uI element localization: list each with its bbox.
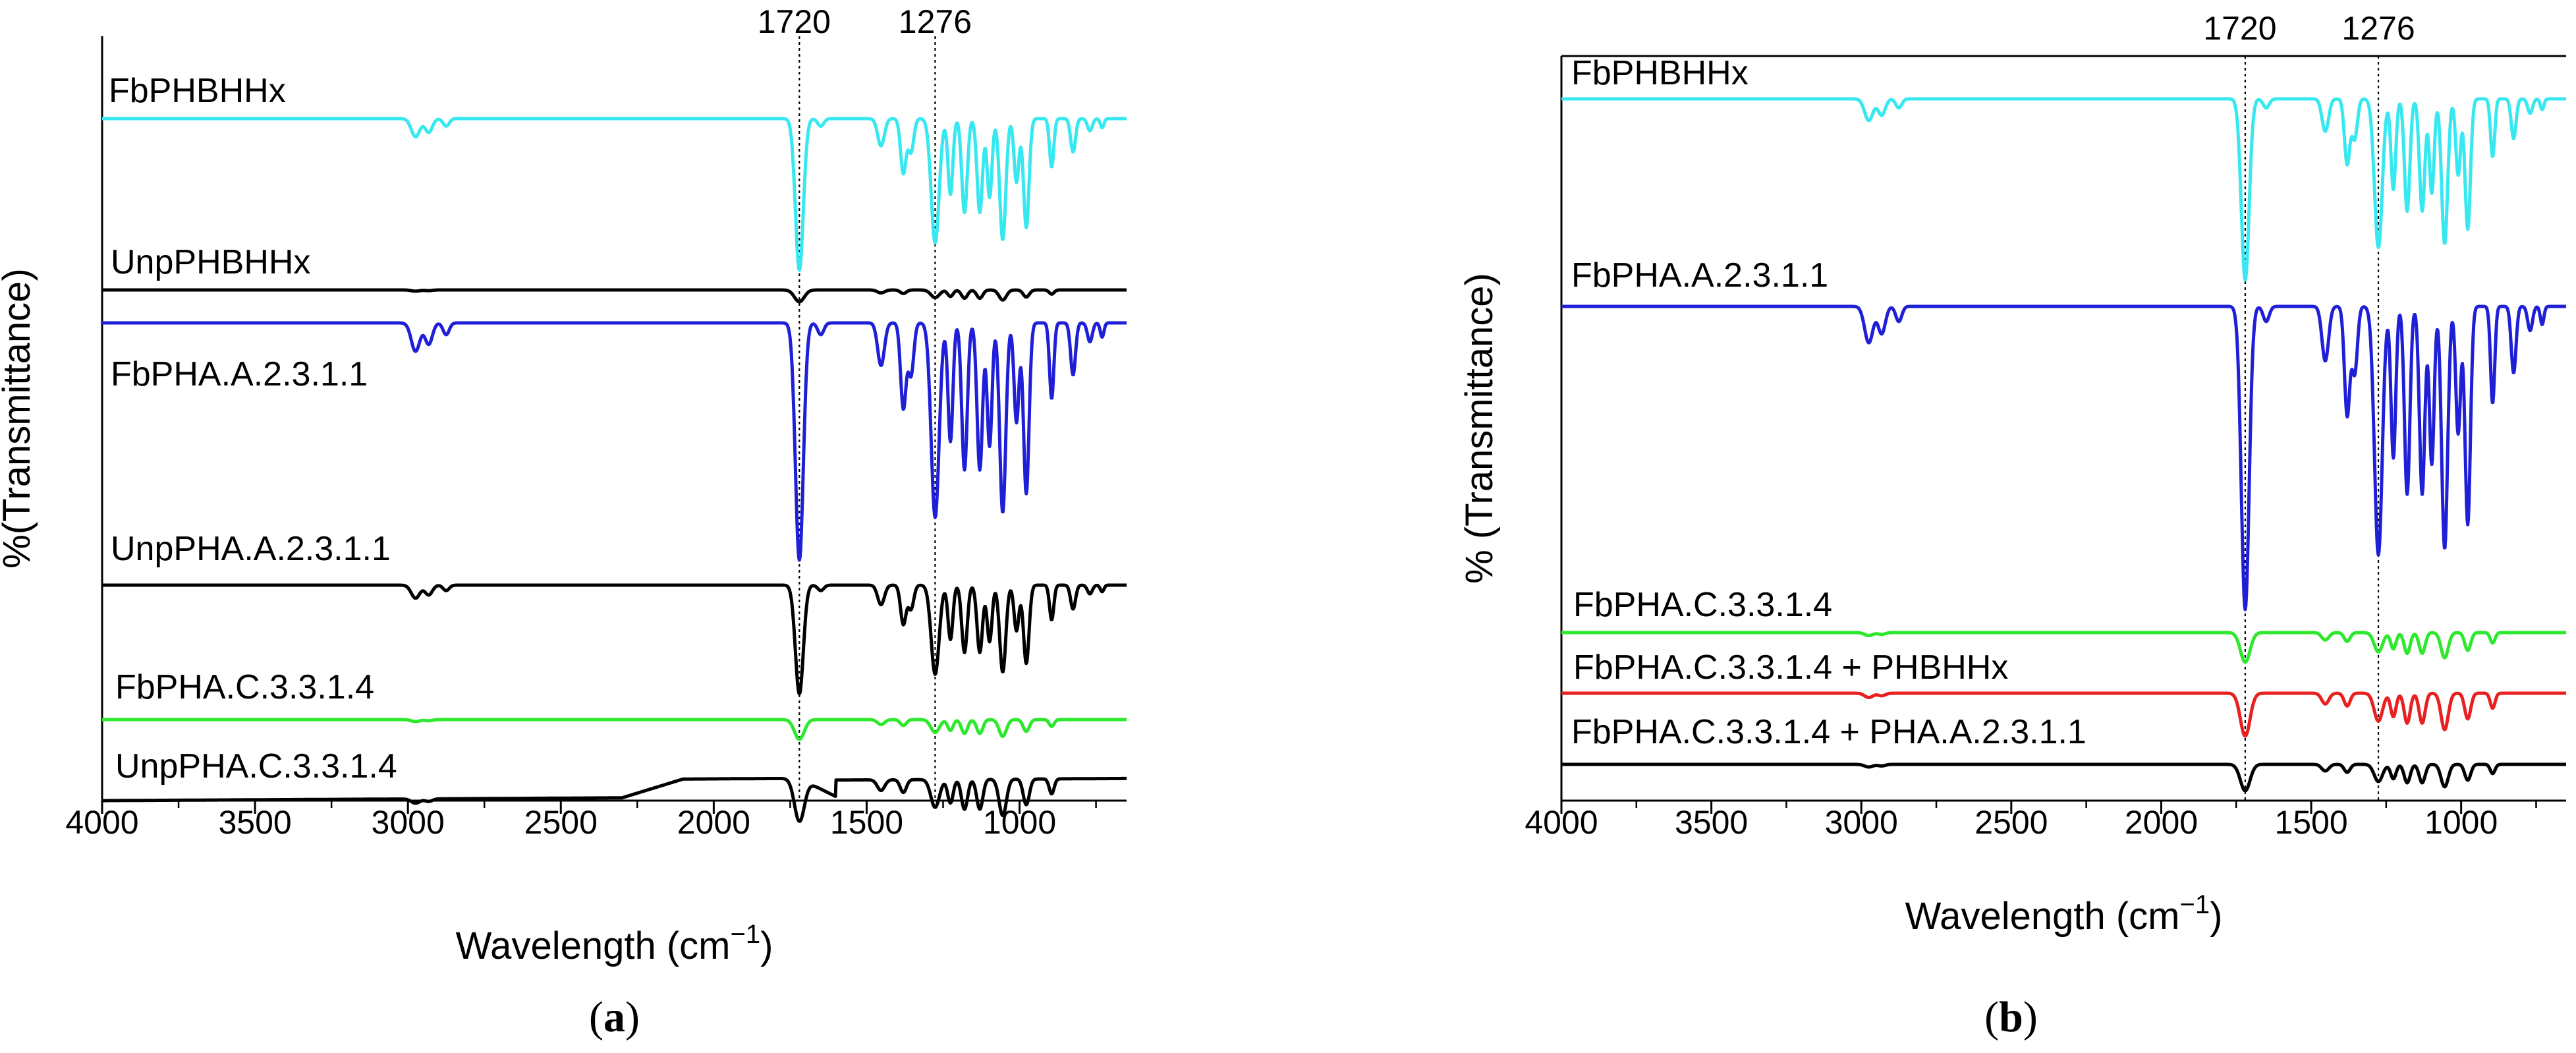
x-tick-label: 3500 [1675, 804, 1748, 841]
x-tick-label: 3000 [1825, 804, 1898, 841]
series-line-3 [101, 583, 1128, 696]
series-line-2 [1560, 631, 2567, 664]
series-label-0: FbPHBHHx [1571, 54, 1749, 92]
reference-label-1276: 1276 [2341, 10, 2415, 47]
y-axis-title: %(Transmittance) [0, 268, 38, 569]
x-tick-label: 2500 [524, 804, 598, 841]
series-label-2: FbPHA.A.2.3.1.1 [111, 355, 368, 393]
reference-label-1720: 1720 [758, 3, 831, 40]
series-label-3: FbPHA.C.3.3.1.4 + PHBHHx [1573, 648, 2008, 687]
x-tick-label: 2000 [677, 804, 750, 841]
x-tick-label: 1000 [2424, 804, 2498, 841]
series-line-3 [1560, 691, 2567, 738]
x-tick-label: 2000 [2125, 804, 2198, 841]
series-label-4: FbPHA.C.3.3.1.4 + PHA.A.2.3.1.1 [1571, 713, 2086, 751]
x-tick-label: 3000 [372, 804, 445, 841]
x-tick-label: 1000 [983, 804, 1056, 841]
x-axis-title: Wavelength (cm−1) [456, 920, 773, 967]
series-label-1: FbPHA.A.2.3.1.1 [1571, 256, 1828, 295]
x-tick-label: 4000 [1525, 804, 1598, 841]
x-tick-label: 3500 [218, 804, 291, 841]
series-line-0 [1560, 97, 2567, 282]
panel-label: (a) [589, 993, 640, 1041]
reference-label-1276: 1276 [899, 3, 972, 40]
x-axis-title: Wavelength (cm−1) [1905, 890, 2223, 938]
series-label-1: UnpPHBHHx [111, 243, 310, 281]
series-line-1 [1560, 304, 2567, 612]
y-axis-title: % (Transmittance) [1458, 273, 1501, 584]
panel-b: 4000 3500 3000 2500 2000 1500 1000 1720 1276 FbPH… [1458, 10, 2567, 1041]
x-tick-label: 1500 [2274, 804, 2347, 841]
series-line-5 [101, 776, 1128, 823]
series-label-4: FbPHA.C.3.3.1.4 [115, 668, 374, 706]
series-line-1 [101, 288, 1128, 304]
series-line-4 [1560, 762, 2567, 793]
panel-a: 4000 3500 3000 2500 2000 1500 1000 1720 1276 FbPH… [0, 3, 1128, 1041]
series-line-0 [101, 117, 1128, 272]
series-label-0: FbPHBHHx [109, 72, 286, 110]
x-tick-label: 2500 [1974, 804, 2048, 841]
series-label-2: FbPHA.C.3.3.1.4 [1573, 586, 1832, 624]
series-label-3: UnpPHA.A.2.3.1.1 [111, 530, 391, 568]
series-line-2 [101, 321, 1128, 562]
series-label-5: UnpPHA.C.3.3.1.4 [115, 747, 397, 785]
x-tick-label: 1500 [830, 804, 903, 841]
reference-label-1720: 1720 [2203, 10, 2276, 47]
x-tick-label: 4000 [65, 804, 138, 841]
panel-label: (b) [1984, 993, 2038, 1041]
series-line-4 [101, 718, 1128, 741]
